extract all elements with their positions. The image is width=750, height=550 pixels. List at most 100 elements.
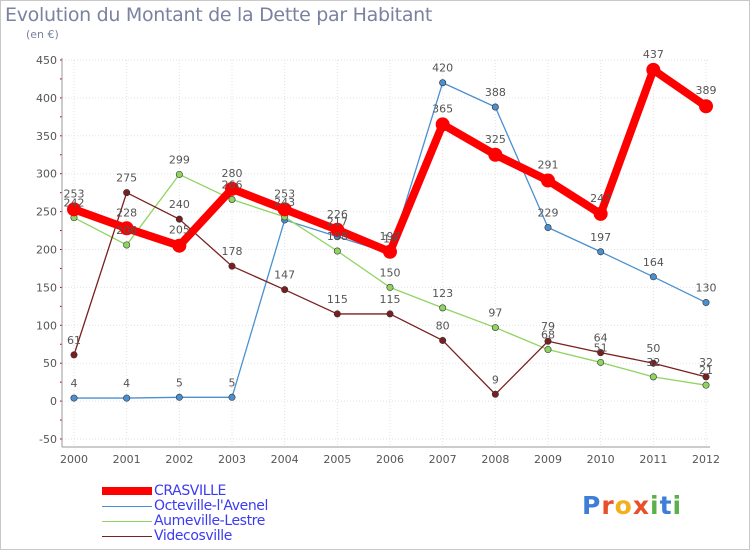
x-tick-label: 2011 bbox=[639, 453, 667, 466]
x-tick-label: 2001 bbox=[113, 453, 141, 466]
data-label: 280 bbox=[222, 167, 243, 180]
data-point bbox=[175, 215, 183, 223]
data-point bbox=[597, 358, 605, 366]
data-point bbox=[649, 273, 657, 281]
data-point bbox=[541, 173, 555, 188]
y-tick-label: 350 bbox=[36, 130, 57, 143]
data-label: 217 bbox=[327, 216, 348, 229]
data-label: 178 bbox=[222, 245, 243, 258]
legend-label: CRASVILLE bbox=[154, 483, 226, 499]
x-tick-label: 2010 bbox=[587, 453, 615, 466]
data-point bbox=[544, 346, 552, 354]
legend-label: Videcosville bbox=[154, 528, 232, 544]
data-label: 240 bbox=[169, 198, 190, 211]
data-label: 80 bbox=[436, 319, 450, 332]
axes: -50 0 50 100 150 200 250 300 350 400 450 2000 2001 20… bbox=[36, 54, 720, 466]
data-point bbox=[699, 99, 713, 114]
data-point bbox=[225, 181, 239, 196]
data-label: 198 bbox=[327, 230, 348, 243]
data-label: 389 bbox=[696, 84, 717, 97]
data-point bbox=[175, 170, 183, 178]
data-label: 32 bbox=[699, 356, 713, 369]
data-point bbox=[228, 393, 236, 401]
data-labels: 4 4 5 5217194203882291971641302422062992662… bbox=[64, 48, 717, 390]
data-label: 247 bbox=[590, 192, 611, 205]
y-tick-label: 250 bbox=[36, 206, 57, 219]
y-tick-label: 200 bbox=[36, 244, 57, 257]
logo-letter: t bbox=[659, 491, 673, 520]
data-label: 64 bbox=[594, 332, 608, 345]
data-label: 226 bbox=[327, 208, 348, 221]
data-label: 437 bbox=[643, 48, 664, 61]
y-tick-label: 0 bbox=[50, 395, 57, 408]
data-point bbox=[70, 394, 78, 402]
data-label: 266 bbox=[222, 178, 243, 191]
logo-letter: r bbox=[601, 491, 615, 520]
data-point bbox=[277, 202, 292, 217]
y-tick-label: 300 bbox=[36, 168, 57, 181]
data-point bbox=[228, 195, 236, 203]
data-label: 253 bbox=[64, 187, 85, 200]
data-point bbox=[491, 103, 499, 111]
data-point bbox=[439, 304, 447, 312]
proxiti-logo: Proxiti bbox=[582, 491, 682, 520]
data-label: 115 bbox=[380, 293, 401, 306]
data-point bbox=[439, 336, 447, 344]
data-label: 325 bbox=[485, 133, 506, 146]
data-label: 206 bbox=[116, 224, 137, 237]
y-tick-label: 100 bbox=[36, 319, 57, 332]
data-point bbox=[123, 394, 131, 402]
x-tick-label: 2007 bbox=[429, 453, 457, 466]
data-label: 197 bbox=[380, 230, 401, 243]
legend-label: Octeville-l'Avenel bbox=[154, 498, 269, 514]
chart-title: Evolution du Montant de la Dette par Hab… bbox=[5, 4, 433, 26]
data-point bbox=[386, 310, 394, 318]
data-point bbox=[435, 117, 450, 132]
data-label: 5 bbox=[229, 376, 236, 389]
y-tick-label: -50 bbox=[39, 433, 57, 446]
logo-letter: o bbox=[614, 491, 633, 520]
data-point bbox=[702, 373, 710, 381]
data-point bbox=[70, 351, 78, 359]
data-point bbox=[702, 299, 710, 307]
series-lines bbox=[67, 62, 713, 402]
data-label: 242 bbox=[64, 197, 85, 210]
data-label: 253 bbox=[274, 187, 295, 200]
data-label: 21 bbox=[699, 364, 713, 377]
data-point bbox=[386, 283, 394, 291]
data-label: 275 bbox=[116, 172, 137, 185]
data-label: 51 bbox=[594, 341, 608, 354]
data-point bbox=[333, 310, 341, 318]
x-tick-label: 2000 bbox=[60, 453, 88, 466]
logo-letter: i bbox=[650, 491, 660, 520]
data-point bbox=[597, 349, 605, 357]
data-label: 243 bbox=[274, 196, 295, 209]
data-label: 164 bbox=[643, 256, 664, 269]
data-point bbox=[330, 222, 345, 237]
logo-letter: P bbox=[582, 491, 602, 520]
x-tick-label: 2003 bbox=[218, 453, 246, 466]
data-point bbox=[649, 359, 657, 367]
data-point bbox=[175, 393, 183, 401]
y-tick-label: 450 bbox=[36, 54, 57, 67]
data-label: 5 bbox=[176, 376, 183, 389]
data-point bbox=[281, 286, 289, 294]
data-point bbox=[119, 221, 134, 236]
x-tick-label: 2005 bbox=[323, 453, 351, 466]
data-point bbox=[488, 147, 503, 162]
data-label: 50 bbox=[646, 342, 660, 355]
x-tick-label: 2004 bbox=[271, 453, 299, 466]
y-tick-label: 400 bbox=[36, 92, 57, 105]
data-label: 19 bbox=[383, 232, 397, 245]
data-label: 150 bbox=[380, 266, 401, 279]
x-tick-label: 2006 bbox=[376, 453, 404, 466]
x-tick-label: 2012 bbox=[692, 453, 720, 466]
data-label: 4 bbox=[71, 377, 78, 390]
data-point bbox=[383, 244, 397, 259]
legend-label: Aumeville-Lestre bbox=[154, 513, 265, 529]
data-point bbox=[439, 79, 447, 87]
data-label: 123 bbox=[432, 287, 453, 300]
chart-subtitle: (en €) bbox=[26, 28, 59, 41]
legend-swatch bbox=[102, 521, 152, 522]
